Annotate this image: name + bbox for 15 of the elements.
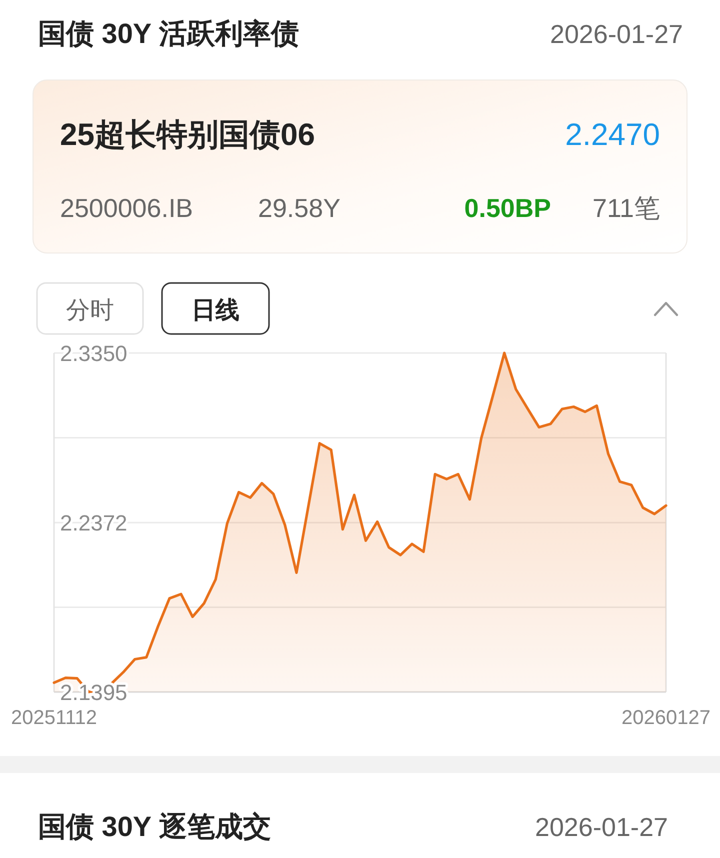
x-tick-label: 20260127 [622, 707, 710, 729]
x-tick-label: 20251112 [10, 707, 98, 729]
text: 711笔 [592, 193, 660, 223]
y-tick-label: 2.3350 [60, 341, 128, 366]
text: 25超长特别国债06 [60, 117, 315, 152]
text: 0.50BP [464, 193, 551, 223]
y-tick-label: 2.1395 [60, 680, 128, 705]
y-tick-label: 2.2372 [60, 510, 128, 536]
text: 2500006.IB [60, 193, 194, 223]
text: 国债 30Y 逐笔成交 [38, 811, 271, 842]
chart-title: 国债 30Y 活跃利率债 [38, 18, 299, 49]
text: 2026-01-27 [535, 812, 668, 842]
text: 2026-01-27 [550, 19, 683, 49]
text: 2.2470 [565, 117, 660, 152]
text: 29.58Y [258, 193, 340, 223]
